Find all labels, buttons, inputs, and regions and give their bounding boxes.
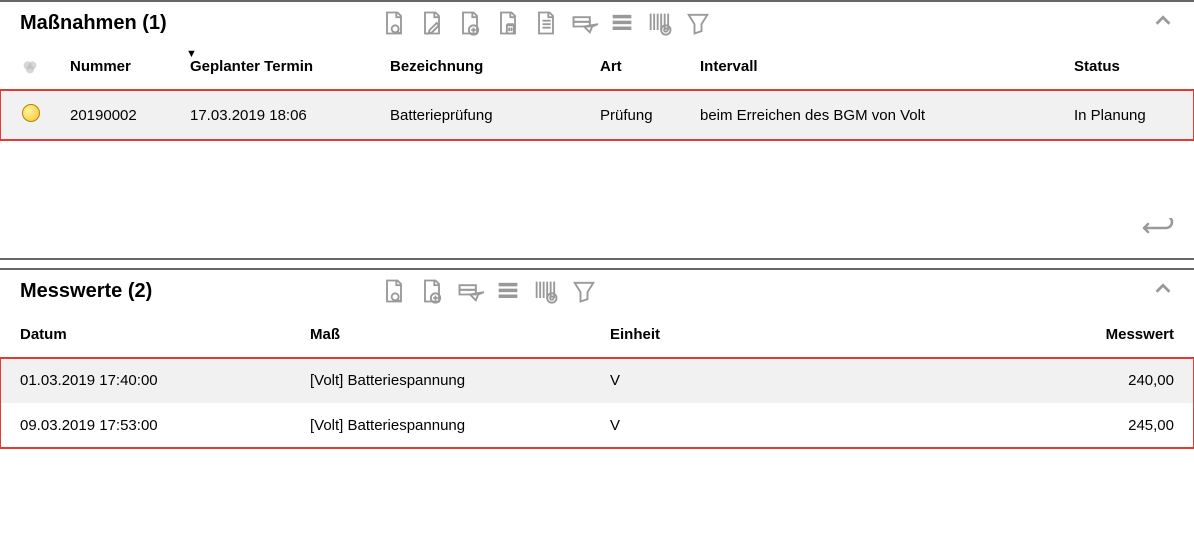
- nummer-header[interactable]: Nummer: [60, 44, 180, 90]
- barcode-settings-icon[interactable]: [532, 277, 560, 305]
- messwerte-table: Datum Maß Einheit Messwert 01.03.2019 17…: [0, 312, 1194, 448]
- datum-cell: 01.03.2019 17:40:00: [0, 358, 300, 404]
- termin-header[interactable]: ▼Geplanter Termin: [180, 44, 380, 90]
- art-header[interactable]: Art: [590, 44, 690, 90]
- filter-icon[interactable]: [570, 277, 598, 305]
- massnahmen-footer: [0, 210, 1194, 258]
- nummer-cell: 20190002: [60, 90, 180, 141]
- messwerte-panel: Messwerte (2) Datum Maß Einheit Messwert…: [0, 268, 1194, 448]
- messwert-header[interactable]: Messwert: [847, 312, 1194, 358]
- einheit-cell: V: [600, 403, 847, 448]
- status-dot-icon: [22, 104, 40, 122]
- table-row[interactable]: 20190002 17.03.2019 18:06 Batterieprüfun…: [0, 90, 1194, 141]
- status-filter-icon: [22, 59, 38, 75]
- mass-cell: [Volt] Batteriespannung: [300, 403, 600, 448]
- add-icon[interactable]: [456, 9, 484, 37]
- intervall-cell: beim Erreichen des BGM von Volt: [690, 90, 1064, 141]
- status-header[interactable]: Status: [1064, 44, 1194, 90]
- add-icon[interactable]: [418, 277, 446, 305]
- massnahmen-toolbar: [380, 9, 712, 37]
- einheit-header[interactable]: Einheit: [600, 312, 847, 358]
- mass-header[interactable]: Maß: [300, 312, 600, 358]
- bezeichnung-cell: Batterieprüfung: [380, 90, 590, 141]
- intervall-header[interactable]: Intervall: [690, 44, 1064, 90]
- messwerte-header: Messwerte (2): [0, 270, 1194, 312]
- select-icon[interactable]: [456, 277, 484, 305]
- messwerte-collapse-button[interactable]: [1152, 278, 1174, 304]
- filter-icon[interactable]: [684, 9, 712, 37]
- messwerte-toolbar: [380, 277, 598, 305]
- view-icon[interactable]: [380, 277, 408, 305]
- messwerte-title: Messwerte (2): [20, 280, 152, 303]
- massnahmen-header: Maßnahmen (1): [0, 2, 1194, 44]
- select-icon[interactable]: [570, 9, 598, 37]
- delete-icon[interactable]: [494, 9, 522, 37]
- table-row[interactable]: 01.03.2019 17:40:00 [Volt] Batteriespann…: [0, 358, 1194, 404]
- datum-header[interactable]: Datum: [0, 312, 300, 358]
- massnahmen-collapse-button[interactable]: [1152, 10, 1174, 36]
- document-icon[interactable]: [532, 9, 560, 37]
- datum-cell: 09.03.2019 17:53:00: [0, 403, 300, 448]
- art-cell: Prüfung: [590, 90, 690, 141]
- sort-desc-icon: ▼: [186, 48, 197, 60]
- status-color-header[interactable]: [0, 44, 60, 90]
- messwert-cell: 245,00: [847, 403, 1194, 448]
- massnahmen-title: Maßnahmen (1): [20, 12, 167, 35]
- messwert-cell: 240,00: [847, 358, 1194, 404]
- view-icon[interactable]: [380, 9, 408, 37]
- einheit-cell: V: [600, 358, 847, 404]
- barcode-settings-icon[interactable]: [646, 9, 674, 37]
- mass-cell: [Volt] Batteriespannung: [300, 358, 600, 404]
- table-row[interactable]: 09.03.2019 17:53:00 [Volt] Batteriespann…: [0, 403, 1194, 448]
- status-dot-cell: [0, 90, 60, 141]
- list-icon[interactable]: [608, 9, 636, 37]
- massnahmen-panel: Maßnahmen (1) Nummer ▼Geplanter Termin: [0, 0, 1194, 260]
- list-icon[interactable]: [494, 277, 522, 305]
- termin-cell: 17.03.2019 18:06: [180, 90, 380, 141]
- edit-icon[interactable]: [418, 9, 446, 37]
- messwerte-body-highlight: 01.03.2019 17:40:00 [Volt] Batteriespann…: [0, 358, 1194, 449]
- massnahmen-table: Nummer ▼Geplanter Termin Bezeichnung Art…: [0, 44, 1194, 140]
- status-cell: In Planung: [1064, 90, 1194, 141]
- return-icon[interactable]: [1142, 218, 1174, 242]
- bezeichnung-header[interactable]: Bezeichnung: [380, 44, 590, 90]
